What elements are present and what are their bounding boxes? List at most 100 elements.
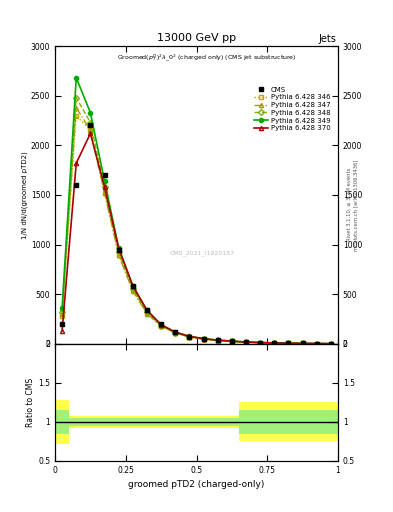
Text: mcplots.cern.ch [arXiv:1306.3436]: mcplots.cern.ch [arXiv:1306.3436] bbox=[354, 159, 359, 250]
CMS bbox=[74, 182, 79, 188]
CMS bbox=[215, 337, 220, 344]
Pythia 6.428 348 bbox=[159, 323, 163, 329]
Pythia 6.428 346 bbox=[102, 190, 107, 196]
Legend: CMS, Pythia 6.428 346, Pythia 6.428 347, Pythia 6.428 348, Pythia 6.428 349, Pyt: CMS, Pythia 6.428 346, Pythia 6.428 347,… bbox=[252, 86, 332, 133]
Pythia 6.428 348 bbox=[201, 336, 206, 342]
Pythia 6.428 370 bbox=[329, 340, 333, 347]
Pythia 6.428 346 bbox=[329, 340, 333, 347]
CMS bbox=[201, 336, 206, 342]
Pythia 6.428 347 bbox=[286, 340, 291, 347]
Pythia 6.428 370 bbox=[258, 339, 263, 346]
Pythia 6.428 349 bbox=[300, 340, 305, 347]
Text: Jets: Jets bbox=[318, 33, 336, 44]
Pythia 6.428 348 bbox=[329, 340, 333, 347]
Pythia 6.428 348 bbox=[60, 309, 64, 315]
Pythia 6.428 347 bbox=[258, 339, 263, 346]
Pythia 6.428 346 bbox=[173, 330, 178, 336]
Pythia 6.428 349 bbox=[286, 340, 291, 346]
Pythia 6.428 348 bbox=[116, 248, 121, 254]
Pythia 6.428 347 bbox=[329, 340, 333, 347]
Pythia 6.428 348 bbox=[187, 334, 192, 340]
Pythia 6.428 347 bbox=[145, 310, 149, 316]
Pythia 6.428 348 bbox=[88, 119, 93, 125]
Pythia 6.428 349 bbox=[258, 339, 263, 346]
CMS bbox=[102, 172, 107, 178]
Text: CMS_2021_I1920187: CMS_2021_I1920187 bbox=[170, 250, 235, 256]
Text: Rivet 3.1.10, ≥ 3.2M events: Rivet 3.1.10, ≥ 3.2M events bbox=[347, 168, 352, 242]
Pythia 6.428 370 bbox=[145, 307, 149, 313]
Pythia 6.428 347 bbox=[173, 330, 178, 336]
Pythia 6.428 346 bbox=[244, 339, 248, 345]
Pythia 6.428 370 bbox=[272, 340, 277, 346]
Pythia 6.428 347 bbox=[215, 337, 220, 344]
Pythia 6.428 349 bbox=[102, 178, 107, 184]
Pythia 6.428 370 bbox=[116, 245, 121, 251]
Pythia 6.428 349 bbox=[215, 337, 220, 343]
Pythia 6.428 347 bbox=[201, 336, 206, 343]
Line: Pythia 6.428 346: Pythia 6.428 346 bbox=[60, 114, 333, 346]
Pythia 6.428 370 bbox=[102, 184, 107, 190]
Y-axis label: Ratio to CMS: Ratio to CMS bbox=[26, 378, 35, 427]
Pythia 6.428 346 bbox=[74, 113, 79, 119]
Pythia 6.428 347 bbox=[272, 340, 277, 346]
Pythia 6.428 349 bbox=[173, 329, 178, 335]
Pythia 6.428 347 bbox=[314, 340, 319, 347]
Pythia 6.428 349 bbox=[145, 307, 149, 313]
Pythia 6.428 349 bbox=[159, 322, 163, 328]
CMS bbox=[329, 340, 333, 347]
Pythia 6.428 370 bbox=[201, 335, 206, 342]
CMS bbox=[230, 338, 234, 344]
Line: Pythia 6.428 349: Pythia 6.428 349 bbox=[60, 76, 333, 346]
Pythia 6.428 346 bbox=[300, 340, 305, 347]
CMS bbox=[60, 321, 64, 327]
Pythia 6.428 347 bbox=[244, 339, 248, 345]
Pythia 6.428 349 bbox=[130, 283, 135, 289]
CMS bbox=[173, 329, 178, 335]
CMS bbox=[300, 340, 305, 347]
CMS bbox=[272, 340, 277, 346]
Pythia 6.428 349 bbox=[314, 340, 319, 347]
Pythia 6.428 348 bbox=[102, 184, 107, 190]
Y-axis label: 1/N dN/d(groomed pTD2): 1/N dN/d(groomed pTD2) bbox=[21, 151, 28, 239]
Pythia 6.428 348 bbox=[230, 338, 234, 344]
Pythia 6.428 346 bbox=[88, 127, 93, 134]
Pythia 6.428 349 bbox=[329, 340, 333, 347]
Pythia 6.428 347 bbox=[88, 127, 93, 134]
Pythia 6.428 349 bbox=[230, 338, 234, 344]
Pythia 6.428 370 bbox=[187, 333, 192, 339]
Pythia 6.428 348 bbox=[300, 340, 305, 347]
CMS bbox=[258, 339, 263, 346]
Pythia 6.428 348 bbox=[145, 309, 149, 315]
Pythia 6.428 349 bbox=[60, 305, 64, 311]
Pythia 6.428 346 bbox=[230, 338, 234, 345]
Pythia 6.428 346 bbox=[201, 336, 206, 342]
Text: Groomed$(p_T^D)^2\lambda\_0^2$ (charged only) (CMS jet substructure): Groomed$(p_T^D)^2\lambda\_0^2$ (charged … bbox=[117, 52, 297, 62]
Pythia 6.428 348 bbox=[130, 286, 135, 292]
Pythia 6.428 370 bbox=[244, 339, 248, 345]
CMS bbox=[244, 339, 248, 345]
Line: CMS: CMS bbox=[60, 123, 333, 346]
Pythia 6.428 349 bbox=[201, 335, 206, 342]
Pythia 6.428 349 bbox=[244, 339, 248, 345]
Line: Pythia 6.428 347: Pythia 6.428 347 bbox=[60, 105, 333, 346]
Pythia 6.428 346 bbox=[215, 337, 220, 344]
Pythia 6.428 349 bbox=[272, 340, 277, 346]
Pythia 6.428 370 bbox=[60, 328, 64, 334]
Pythia 6.428 348 bbox=[215, 337, 220, 344]
Pythia 6.428 348 bbox=[74, 95, 79, 101]
Pythia 6.428 346 bbox=[314, 340, 319, 347]
Pythia 6.428 349 bbox=[88, 110, 93, 116]
CMS bbox=[130, 283, 135, 289]
Pythia 6.428 348 bbox=[286, 340, 291, 346]
Pythia 6.428 370 bbox=[215, 337, 220, 343]
Pythia 6.428 346 bbox=[159, 323, 163, 329]
Pythia 6.428 347 bbox=[230, 338, 234, 345]
Pythia 6.428 347 bbox=[130, 288, 135, 294]
Pythia 6.428 349 bbox=[74, 75, 79, 81]
Pythia 6.428 347 bbox=[74, 104, 79, 111]
Pythia 6.428 347 bbox=[116, 252, 121, 258]
Pythia 6.428 370 bbox=[230, 338, 234, 344]
Pythia 6.428 348 bbox=[244, 339, 248, 345]
X-axis label: groomed pTD2 (charged-only): groomed pTD2 (charged-only) bbox=[128, 480, 265, 489]
CMS bbox=[159, 322, 163, 328]
